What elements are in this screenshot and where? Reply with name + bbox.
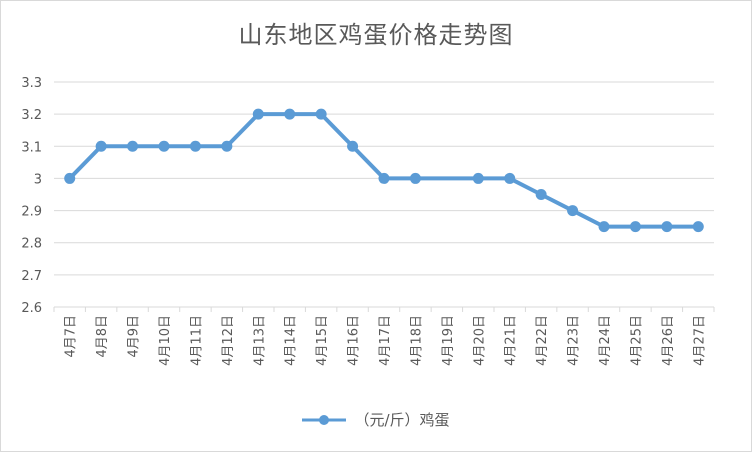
- x-tick-label: 4月19日: [441, 315, 456, 366]
- x-tick-label: 4月23日: [567, 315, 582, 366]
- x-tick-label: 4月8日: [95, 315, 110, 358]
- x-tick-label: 4月21日: [504, 315, 519, 366]
- x-tick-label: 4月17日: [378, 315, 393, 366]
- data-point: [158, 140, 170, 152]
- data-point: [598, 221, 610, 233]
- data-point: [504, 172, 516, 184]
- y-tick-label: 3: [34, 172, 42, 187]
- x-tick-label: 4月14日: [284, 315, 299, 366]
- x-tick-label: 4月11日: [189, 315, 204, 366]
- y-tick-label: 2.9: [21, 205, 42, 220]
- data-point: [221, 140, 233, 152]
- y-tick-label: 3.3: [21, 76, 42, 91]
- chart-title: 山东地区鸡蛋价格走势图: [238, 21, 514, 49]
- data-point: [95, 140, 107, 152]
- y-tick-label: 2.7: [21, 269, 42, 284]
- data-point: [409, 172, 421, 184]
- data-point: [567, 205, 579, 217]
- x-tick-label: 4月22日: [535, 315, 550, 366]
- legend: （元/斤）鸡蛋: [1, 409, 751, 430]
- x-tick-label: 4月18日: [409, 315, 424, 366]
- data-point: [347, 140, 359, 152]
- legend-label: （元/斤）鸡蛋: [354, 411, 450, 429]
- data-point: [315, 108, 327, 120]
- y-tick-label: 3.1: [21, 140, 42, 155]
- data-point: [472, 172, 484, 184]
- data-point: [661, 221, 673, 233]
- x-tick-label: 4月7日: [64, 315, 79, 358]
- x-tick-label: 4月9日: [127, 315, 142, 358]
- data-point: [284, 108, 296, 120]
- x-tick-label: 4月15日: [315, 315, 330, 366]
- y-tick-label: 2.8: [21, 237, 42, 252]
- x-tick-label: 4月27日: [692, 315, 707, 366]
- x-tick-label: 4月25日: [629, 315, 644, 366]
- data-point: [189, 140, 201, 152]
- data-point: [378, 172, 390, 184]
- y-tick-label: 2.6: [21, 301, 42, 316]
- data-point: [252, 108, 264, 120]
- y-tick-label: 3.2: [21, 108, 42, 123]
- x-tick-label: 4月20日: [472, 315, 487, 366]
- legend-swatch: [302, 414, 347, 425]
- x-tick-label: 4月26日: [661, 315, 676, 366]
- x-tick-label: 4月13日: [252, 315, 267, 366]
- data-point: [127, 140, 139, 152]
- x-tick-label: 4月10日: [158, 315, 173, 366]
- x-tick-label: 4月12日: [221, 315, 236, 366]
- data-point: [692, 221, 704, 233]
- x-tick-label: 4月16日: [347, 315, 362, 366]
- data-point: [64, 172, 76, 184]
- x-tick-label: 4月24日: [598, 315, 613, 366]
- data-point: [535, 189, 547, 200]
- data-point: [629, 221, 641, 233]
- series-line: [67, 112, 701, 229]
